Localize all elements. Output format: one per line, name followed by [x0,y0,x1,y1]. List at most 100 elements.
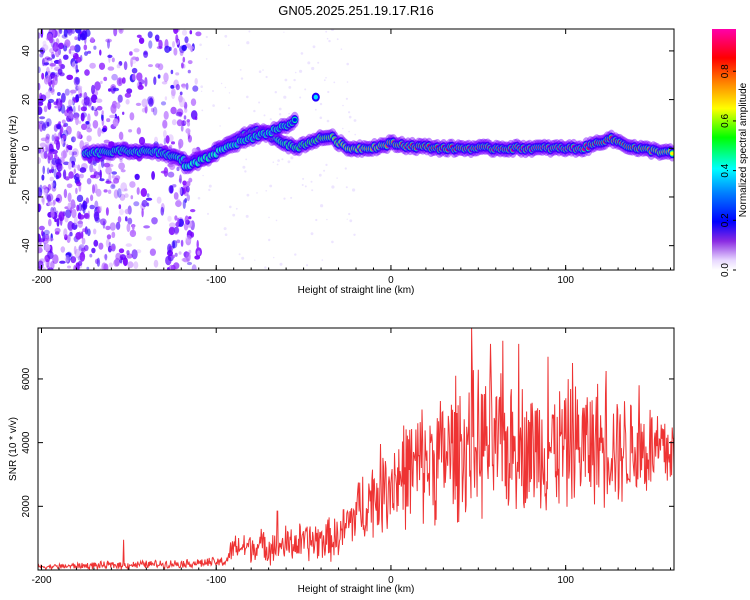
noise-speck [200,85,203,88]
noise-blob [38,203,42,212]
noise-blob [148,64,153,68]
noise-blob [187,60,193,65]
noise-speck [294,253,297,256]
noise-blob [60,246,66,253]
noise-speck [336,38,339,41]
noise-blob [64,88,70,96]
noise-blob [170,84,175,89]
noise-speck [305,264,309,267]
noise-speck [345,97,348,100]
noise-blob [67,29,73,36]
noise-speck [246,41,250,45]
noise-blob [52,180,57,189]
noise-speck [240,77,244,80]
noise-blob [59,216,63,226]
heatmap-y-ticks: -40 -20 0 20 40 [21,45,674,253]
noise-speck [208,188,211,192]
noise-blob [118,162,125,170]
noise-blob [120,169,126,173]
snr-background [38,328,674,570]
noise-speck [340,48,343,50]
noise-blob [47,98,55,103]
noise-speck [317,61,320,64]
noise-blob [116,77,123,87]
noise-blob [176,166,180,172]
noise-blob [60,104,66,114]
noise-speck [342,127,344,130]
noise-blob [46,260,51,270]
noise-blob [162,120,168,129]
noise-blob [76,56,82,63]
noise-blob [38,98,44,104]
noise-blob [187,135,192,143]
noise-blob [194,78,198,85]
noise-blob [44,244,51,252]
y-tick-label: 40 [21,45,32,57]
noise-blob [79,167,87,173]
heatmap-x-ticks: -200 -100 0 100 [31,29,672,286]
noise-blob [86,228,91,237]
noise-blob [40,137,48,142]
noise-speck [273,256,275,259]
noise-blob [39,184,43,193]
noise-blob [191,264,197,270]
noise-speck [310,180,313,183]
noise-blob [42,44,49,51]
heatmap-x-axis-label: Height of straight line (km) [298,285,415,296]
noise-blob [79,251,86,262]
noise-speck [241,256,245,260]
noise-speck [346,62,350,66]
noise-blob [108,242,112,247]
noise-speck [244,170,247,173]
noise-blob [89,62,96,69]
noise-blob [176,217,180,226]
noise-blob [38,187,43,198]
noise-blob [180,239,184,247]
noise-blob [148,40,153,49]
noise-blob [98,242,104,250]
noise-blob [131,67,138,74]
noise-blob [69,51,76,56]
noise-blob [173,47,178,56]
noise-blob [93,239,99,247]
noise-blob [95,188,102,197]
noise-blob [113,189,119,199]
noise-speck [256,192,258,194]
noise-speck [283,31,285,33]
noise-blob [90,37,95,42]
noise-blob [69,106,73,113]
noise-blob [38,157,42,164]
noise-blob [119,193,126,201]
noise-blob [185,237,192,246]
noise-blob [47,250,54,260]
noise-blob [77,219,84,228]
noise-blob [80,106,87,112]
noise-blob [103,254,108,259]
noise-blob [173,29,179,34]
noise-blob [124,188,128,192]
noise-blob [64,234,68,241]
isolated-blob-core [313,94,319,100]
noise-blob [94,200,99,210]
noise-speck [202,174,204,177]
noise-speck [228,107,231,110]
snr-y-axis-label: SNR (10 * v/v) [8,417,19,481]
noise-blob [47,101,52,110]
noise-blob [169,185,174,194]
noise-blob [103,162,111,168]
noise-blob [38,238,45,243]
noise-blob [176,119,183,127]
noise-blob [111,57,115,63]
noise-blob [113,177,120,184]
noise-blob [47,267,54,270]
noise-blob [187,69,191,74]
noise-speck [319,116,323,120]
noise-blob [179,91,183,96]
noise-speck [246,95,249,99]
noise-blob [144,77,148,87]
noise-blob [67,192,72,203]
snr-series-line [38,328,674,570]
noise-blob [77,33,82,42]
noise-speck [239,69,242,71]
